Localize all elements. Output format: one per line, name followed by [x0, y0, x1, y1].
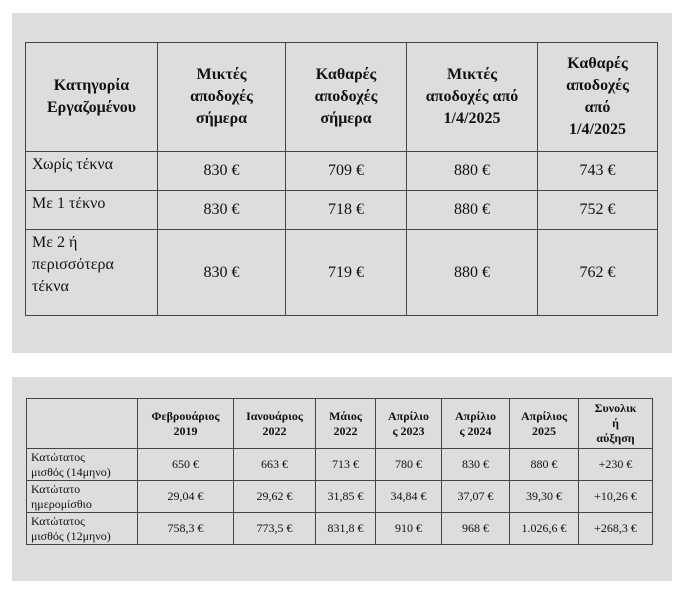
header-cell: Συνολικ ή αύξηση [578, 398, 653, 449]
cell: 719 € [285, 229, 407, 316]
row-label: Κατώτατος μισθός (14μηνο) [26, 448, 138, 481]
cell: 762 € [537, 229, 658, 316]
row-label: Χωρίς τέκνα [25, 151, 158, 191]
cell: +10,26 € [578, 480, 653, 513]
cell: 880 € [406, 190, 538, 230]
cell: 1.026,6 € [509, 512, 579, 545]
cell: 663 € [233, 448, 316, 481]
header-cell: Κατηγορία Εργαζομένου [25, 42, 158, 152]
cell: 758,3 € [137, 512, 234, 545]
cell: 31,85 € [315, 480, 376, 513]
table-header-row: Κατηγορία Εργαζομένου Μικτές αποδοχές σή… [25, 42, 658, 152]
cell: 29,04 € [137, 480, 234, 513]
header-cell: Μικτές αποδοχές από 1/4/2025 [406, 42, 538, 152]
cell: 743 € [537, 151, 658, 191]
row-label: Κατώτατο ημερομίσθιο [26, 480, 138, 513]
net-salary-panel: Κατηγορία Εργαζομένου Μικτές αποδοχές σή… [12, 13, 672, 353]
header-cell: Ιανουάριος 2022 [233, 398, 316, 449]
cell: +268,3 € [578, 512, 653, 545]
cell: 831,8 € [315, 512, 376, 545]
cell: 968 € [441, 512, 510, 545]
table-header-row: Φεβρουάριος 2019 Ιανουάριος 2022 Μάιος 2… [26, 398, 653, 449]
cell: 718 € [285, 190, 407, 230]
header-cell: Καθαρές αποδοχές σήμερα [285, 42, 407, 152]
cell: +230 € [578, 448, 653, 481]
table-row: Κατώτατος μισθός (12μηνο) 758,3 € 773,5 … [26, 512, 653, 545]
cell: 830 € [157, 190, 286, 230]
header-cell: Φεβρουάριος 2019 [137, 398, 234, 449]
cell: 780 € [375, 448, 442, 481]
cell: 650 € [137, 448, 234, 481]
minimum-wage-table: Φεβρουάριος 2019 Ιανουάριος 2022 Μάιος 2… [26, 398, 653, 545]
row-label: Κατώτατος μισθός (12μηνο) [26, 512, 138, 545]
net-salary-table: Κατηγορία Εργαζομένου Μικτές αποδοχές σή… [25, 42, 658, 316]
header-cell: Καθαρές αποδοχές από 1/4/2025 [537, 42, 658, 152]
cell: 29,62 € [233, 480, 316, 513]
header-cell: Μάιος 2022 [315, 398, 376, 449]
header-cell: Απρίλιο ς 2024 [441, 398, 510, 449]
table-row: Χωρίς τέκνα 830 € 709 € 880 € 743 € [25, 151, 658, 191]
row-label: Με 2 ή περισσότερα τέκνα [25, 229, 158, 316]
table-row: Με 2 ή περισσότερα τέκνα 830 € 719 € 880… [25, 229, 658, 316]
cell: 709 € [285, 151, 407, 191]
cell: 773,5 € [233, 512, 316, 545]
cell: 39,30 € [509, 480, 579, 513]
cell: 880 € [509, 448, 579, 481]
cell: 910 € [375, 512, 442, 545]
cell: 37,07 € [441, 480, 510, 513]
header-cell: Απρίλιος 2025 [509, 398, 579, 449]
cell: 830 € [157, 151, 286, 191]
table-row: Κατώτατος μισθός (14μηνο) 650 € 663 € 71… [26, 448, 653, 481]
row-label: Με 1 τέκνο [25, 190, 158, 230]
minimum-wage-panel: Φεβρουάριος 2019 Ιανουάριος 2022 Μάιος 2… [12, 377, 672, 581]
cell: 830 € [441, 448, 510, 481]
cell: 880 € [406, 151, 538, 191]
table-row: Κατώτατο ημερομίσθιο 29,04 € 29,62 € 31,… [26, 480, 653, 513]
header-cell [26, 398, 138, 449]
header-cell: Μικτές αποδοχές σήμερα [157, 42, 286, 152]
cell: 713 € [315, 448, 376, 481]
header-cell: Απρίλιο ς 2023 [375, 398, 442, 449]
table-row: Με 1 τέκνο 830 € 718 € 880 € 752 € [25, 190, 658, 230]
cell: 34,84 € [375, 480, 442, 513]
cell: 830 € [157, 229, 286, 316]
cell: 880 € [406, 229, 538, 316]
cell: 752 € [537, 190, 658, 230]
